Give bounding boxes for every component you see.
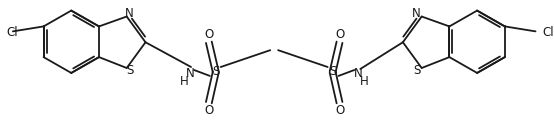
Text: N: N	[354, 68, 363, 80]
Text: Cl: Cl	[6, 26, 18, 39]
Text: H: H	[179, 75, 188, 88]
Text: S: S	[329, 65, 336, 78]
Text: S: S	[413, 65, 420, 77]
Text: O: O	[335, 28, 344, 41]
Text: O: O	[335, 104, 344, 117]
Text: O: O	[204, 28, 213, 41]
Text: S: S	[212, 65, 219, 78]
Text: N: N	[412, 7, 421, 20]
Text: H: H	[360, 75, 368, 88]
Text: N: N	[125, 7, 134, 20]
Text: N: N	[186, 68, 194, 80]
Text: S: S	[126, 65, 134, 77]
Text: Cl: Cl	[542, 26, 554, 39]
Text: O: O	[204, 104, 213, 117]
